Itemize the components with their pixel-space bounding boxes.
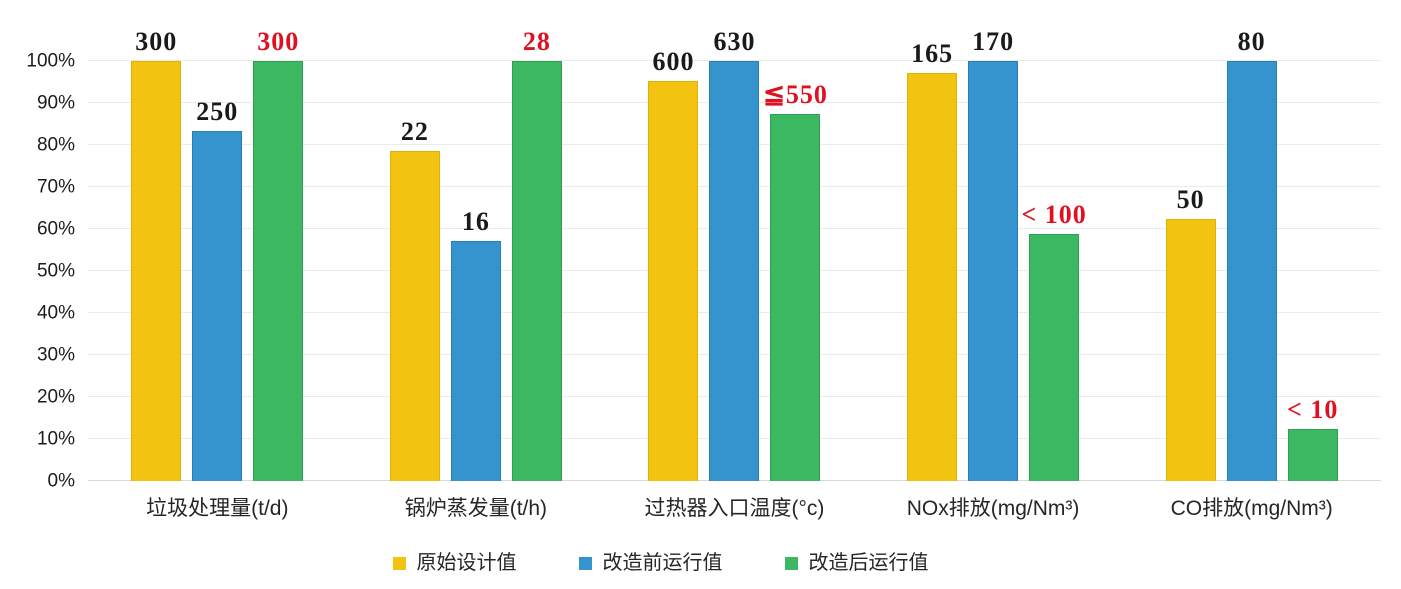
legend-swatch-icon: [578, 556, 592, 570]
legend-label: 改造前运行值: [602, 552, 723, 574]
y-tick-label: 70%: [36, 176, 75, 198]
bar: < 100: [1021, 201, 1086, 481]
bar-value-label: 600: [652, 47, 695, 76]
bar-value-label: < 10: [1287, 394, 1339, 424]
bar-group: 300 250 300: [88, 29, 347, 481]
y-tick-label: 10%: [36, 428, 75, 450]
bar: 630: [709, 29, 760, 481]
legend-label: 改造后运行值: [808, 552, 929, 574]
bar: 165: [907, 41, 958, 481]
bar-value-label: 250: [196, 97, 239, 127]
bar: 80: [1226, 29, 1277, 481]
x-axis-category-label: CO排放(mg/Nm³): [1170, 497, 1333, 520]
y-tick-label: 20%: [36, 386, 75, 408]
bar: 22: [389, 119, 440, 481]
bar-value-label: 28: [522, 27, 551, 56]
bar: 50: [1165, 186, 1216, 481]
y-tick-label: 40%: [36, 302, 75, 324]
gridline: [88, 60, 1381, 61]
bar-value-label: 300: [257, 27, 300, 56]
x-axis-category-label: 垃圾处理量(t/d): [146, 497, 289, 520]
legend-item: 改造前运行值: [578, 552, 723, 574]
bar-value-label: 16: [461, 207, 490, 237]
bar-value-label: 22: [400, 117, 429, 147]
bar-value-label: 170: [972, 27, 1015, 56]
bar: 600: [648, 49, 699, 481]
y-tick-label: 0%: [47, 470, 75, 492]
bar-value-label: 630: [713, 27, 756, 56]
bar: 250: [192, 99, 243, 481]
bar: < 10: [1287, 396, 1338, 481]
bar-group: 600 630 ≦550: [605, 29, 864, 481]
bar-group: 22 16 28: [347, 29, 606, 481]
bar-value-label: 165: [911, 39, 954, 69]
y-tick-label: 90%: [36, 92, 75, 114]
legend: 原始设计值 改造前运行值 改造后运行值: [0, 553, 1361, 573]
bar: ≦550: [763, 82, 827, 481]
legend-swatch-icon: [392, 556, 406, 570]
bar-value-label: 80: [1237, 27, 1266, 56]
plot-area: 0% 10% 20% 30% 40% 50% 60% 70% 80% 90% 100% 300 250…: [26, 29, 1381, 491]
x-axis-category-label: 锅炉蒸发量(t/h): [404, 497, 548, 520]
y-tick-label: 30%: [36, 344, 75, 366]
y-tick-label: 100%: [26, 50, 75, 72]
bar: 300: [131, 29, 182, 481]
x-axis-category-label: 过热器入口温度(°c): [644, 497, 825, 520]
bar-value-label: 50: [1176, 184, 1205, 214]
bar-value-label: ≦550: [763, 80, 828, 110]
legend-swatch-icon: [784, 556, 798, 570]
y-tick-label: 60%: [36, 218, 75, 240]
bar: 16: [450, 209, 501, 481]
x-axis-category-label: NOx排放(mg/Nm³): [906, 497, 1080, 520]
legend-label: 原始设计值: [416, 552, 517, 574]
x-axis-labels: 垃圾处理量(t/d) 锅炉蒸发量(t/h) 过热器入口温度(°c) NOx排放(mg/…: [88, 492, 1381, 522]
bar-value-label: < 100: [1021, 199, 1087, 229]
bar-group: 165 170 < 100: [864, 29, 1123, 481]
bar: 300: [253, 29, 304, 481]
y-tick-label: 80%: [36, 134, 75, 156]
y-tick-label: 50%: [36, 260, 75, 282]
bar-group: 50 80 < 10: [1122, 29, 1381, 481]
legend-item: 原始设计值: [392, 552, 517, 574]
legend-item: 改造后运行值: [784, 552, 929, 574]
bar: 170: [968, 29, 1019, 481]
bar-groups: 300 250 300 22 16 28 600 630 ≦550 165 170 < 100 50 80…: [88, 29, 1381, 481]
bar-value-label: 300: [135, 27, 178, 56]
bar: 28: [511, 29, 562, 481]
